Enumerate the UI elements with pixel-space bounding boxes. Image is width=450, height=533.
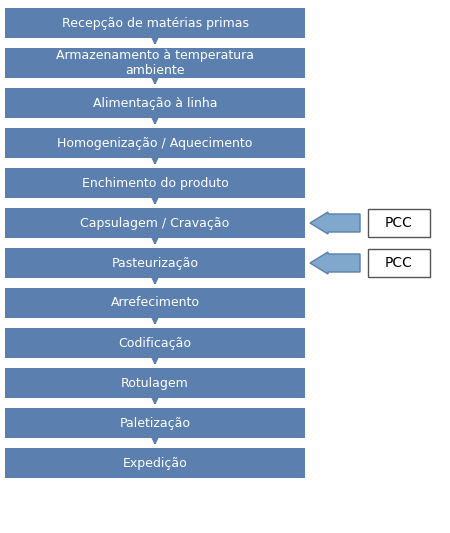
- Bar: [368, 249, 430, 277]
- Text: Codificação: Codificação: [118, 336, 192, 350]
- Bar: [5, 48, 305, 78]
- Bar: [5, 88, 305, 118]
- Text: PCC: PCC: [385, 216, 413, 230]
- FancyArrow shape: [310, 212, 360, 234]
- Bar: [5, 208, 305, 238]
- Bar: [368, 209, 430, 237]
- Text: Expedição: Expedição: [122, 456, 187, 470]
- Text: Paletização: Paletização: [120, 416, 190, 430]
- Bar: [5, 128, 305, 158]
- Text: Alimentação à linha: Alimentação à linha: [93, 96, 217, 109]
- FancyArrow shape: [310, 252, 360, 274]
- Bar: [5, 288, 305, 318]
- Text: Arrefecimento: Arrefecimento: [111, 296, 199, 310]
- Text: PCC: PCC: [385, 256, 413, 270]
- Bar: [5, 168, 305, 198]
- Bar: [5, 8, 305, 38]
- Bar: [5, 408, 305, 438]
- Text: Armazenamento à temperatura
ambiente: Armazenamento à temperatura ambiente: [56, 49, 254, 77]
- Text: Recepção de matérias primas: Recepção de matérias primas: [62, 17, 248, 29]
- Bar: [5, 368, 305, 398]
- Text: Homogenização / Aquecimento: Homogenização / Aquecimento: [57, 136, 253, 149]
- Text: Rotulagem: Rotulagem: [121, 376, 189, 390]
- Bar: [5, 248, 305, 278]
- Bar: [5, 448, 305, 478]
- Text: Enchimento do produto: Enchimento do produto: [81, 176, 228, 190]
- Text: Pasteurização: Pasteurização: [112, 256, 198, 270]
- Text: Capsulagem / Cravação: Capsulagem / Cravação: [81, 216, 230, 230]
- Bar: [5, 328, 305, 358]
